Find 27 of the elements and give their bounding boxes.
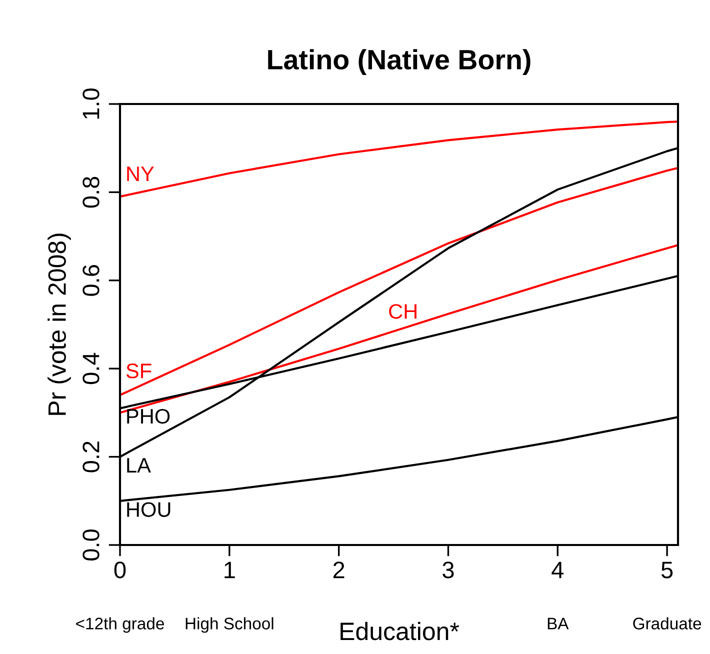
y-axis-title: Pr (vote in 2008) xyxy=(48,234,71,415)
series-label: LA xyxy=(127,458,151,472)
x-tick-label: 5 xyxy=(661,562,673,578)
y-tick-label: 0.4 xyxy=(82,352,100,384)
series-label: NY xyxy=(127,166,154,181)
y-tick-label: 0.2 xyxy=(82,442,100,472)
y-tick-label: 1.0 xyxy=(82,88,100,119)
x-tick-label: 2 xyxy=(333,562,344,578)
text: Graduate xyxy=(633,617,702,630)
x-tick-label: 0 xyxy=(114,562,126,578)
y-tick-label: 0.0 xyxy=(82,530,100,560)
line-series xyxy=(120,166,678,396)
series-label: CH xyxy=(389,304,416,319)
x-tick-label: 4 xyxy=(552,562,564,578)
x-tick-label: 1 xyxy=(224,562,235,578)
text: High School xyxy=(186,617,274,633)
y-tick-label: 0.8 xyxy=(82,176,100,208)
series-label: HOU xyxy=(127,502,170,517)
x-axis-title: Education* xyxy=(340,622,460,640)
series-label: SF xyxy=(126,364,152,378)
y-tick-label: 0.6 xyxy=(82,265,100,296)
chart-title: Latino (Native Born) xyxy=(268,49,530,76)
text: BA xyxy=(548,618,569,630)
x-tick-label: 3 xyxy=(442,562,454,578)
line-series xyxy=(120,120,678,198)
text: <12th grade xyxy=(76,617,164,633)
series-label: PHO xyxy=(127,408,170,424)
